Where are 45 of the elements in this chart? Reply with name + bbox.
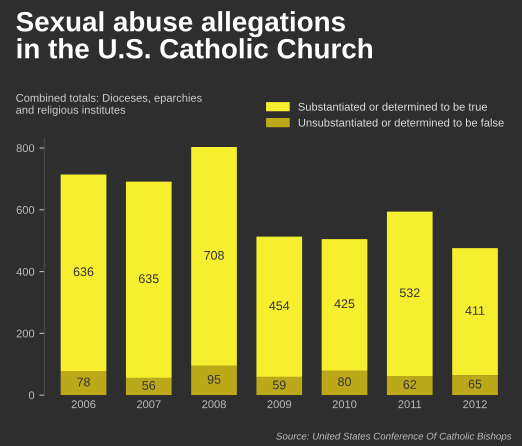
x-tick-label: 2011 [398, 400, 422, 408]
bar [126, 182, 172, 378]
data-label: 56 [142, 381, 156, 390]
bar [191, 366, 237, 396]
bar [60, 174, 106, 372]
data-label: 636 [74, 267, 94, 276]
data-label: 532 [400, 288, 420, 298]
x-tick-label: 2008 [202, 400, 226, 408]
chart-subtitle: Combined totals: Dioceses, eparchies and religious institutes [16, 94, 202, 116]
bar [322, 239, 368, 370]
x-tick-label: 2012 [463, 400, 487, 408]
x-tick-label: 2006 [72, 400, 96, 408]
legend-label: Substantiated or determined to be true [298, 102, 488, 111]
bar [386, 376, 433, 396]
data-label: 95 [208, 374, 220, 384]
bar [452, 375, 498, 396]
y-tick-label: 800 [16, 144, 34, 152]
bar [60, 371, 106, 396]
data-label: 411 [465, 306, 484, 315]
data-label: 78 [77, 378, 90, 386]
data-label: 454 [269, 301, 290, 310]
source-note: Source: United States Conference Of Catholic Bishops [276, 432, 512, 442]
data-label: 635 [138, 274, 159, 284]
data-label: 65 [468, 380, 482, 388]
bar [386, 212, 433, 376]
x-tick-label: 2009 [267, 400, 292, 408]
y-tick-label: 600 [16, 206, 34, 214]
data-label: 59 [272, 380, 286, 390]
bar [191, 147, 237, 366]
data-label: 80 [338, 377, 351, 386]
y-tick-label: 200 [16, 330, 34, 338]
bar [256, 376, 302, 396]
y-tick-label: 400 [16, 268, 34, 276]
chart-title: Sexual abuse allegations in the U.S. Catholic Church [16, 11, 372, 59]
data-label: 425 [334, 299, 354, 308]
bar [452, 248, 498, 376]
bar [322, 370, 368, 396]
x-tick-label: 2007 [136, 400, 161, 408]
data-label: 708 [204, 250, 224, 260]
legend-label: Unsubstantiated or determined to be false [298, 118, 504, 127]
y-tick-label: 0 [28, 391, 34, 400]
bar [126, 378, 172, 396]
data-label: 62 [403, 380, 416, 389]
x-tick-label: 2010 [332, 400, 356, 408]
bar [256, 236, 302, 377]
